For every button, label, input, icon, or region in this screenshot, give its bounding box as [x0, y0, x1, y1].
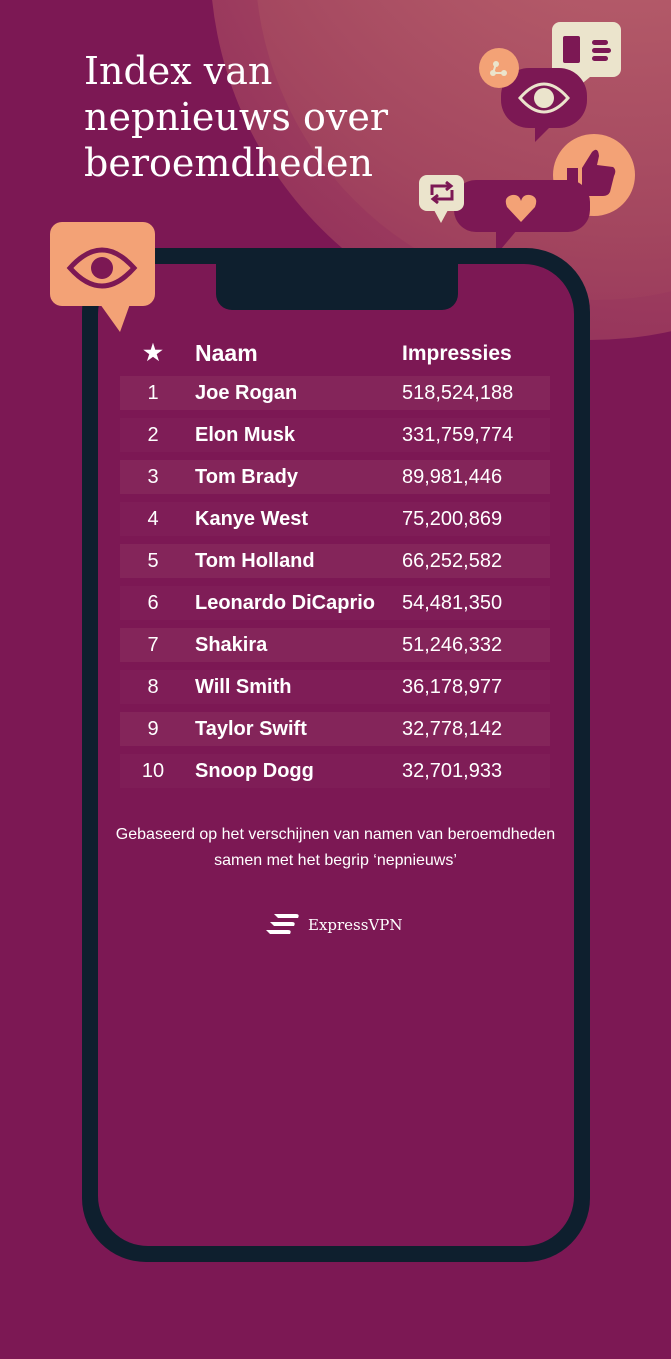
cell-name: Tom Holland — [195, 550, 315, 572]
cell-name: Joe Rogan — [195, 382, 298, 404]
cell-impressions: 32,701,933 — [402, 760, 503, 782]
table-row: 3 Tom Brady 89,981,446 — [120, 460, 550, 494]
cell-impressions: 32,778,142 — [402, 718, 503, 740]
cell-impressions: 331,759,774 — [402, 424, 514, 446]
cell-rank: 6 — [147, 592, 159, 614]
cell-rank: 1 — [147, 382, 159, 404]
cell-name: Leonardo DiCaprio — [195, 592, 376, 614]
heart-bubble-icon — [454, 180, 590, 255]
table-row: 7 Shakira 51,246,332 — [120, 628, 550, 662]
cell-name: Shakira — [195, 634, 268, 656]
cell-name: Snoop Dogg — [195, 760, 314, 782]
cell-name: Will Smith — [195, 676, 292, 698]
header-impressions: Impressies — [402, 342, 512, 365]
table-row: 5 Tom Holland 66,252,582 — [120, 544, 550, 578]
cell-rank: 3 — [147, 466, 159, 488]
repost-bubble-icon — [419, 175, 464, 223]
eye-bubble-icon — [501, 68, 587, 142]
cell-impressions: 518,524,188 — [402, 382, 514, 404]
cell-rank: 8 — [147, 676, 159, 698]
social-icons-cluster — [419, 22, 635, 255]
table-row: 9 Taylor Swift 32,778,142 — [120, 712, 550, 746]
brand-name: ExpressVPN — [308, 916, 403, 934]
star-icon: ★ — [143, 340, 163, 365]
share-icon — [479, 48, 519, 88]
cell-name: Kanye West — [195, 508, 309, 530]
phone-notch — [216, 248, 458, 310]
footnote: Gebaseerd op het verschijnen van namen v… — [115, 826, 556, 869]
table-row: 8 Will Smith 36,178,977 — [120, 670, 550, 704]
eye-bubble-icon — [50, 222, 155, 332]
header-name: Naam — [195, 340, 258, 366]
cell-impressions: 36,178,977 — [402, 676, 503, 698]
table-row: 2 Elon Musk 331,759,774 — [120, 418, 550, 452]
cell-impressions: 89,981,446 — [402, 466, 503, 488]
cell-rank: 4 — [147, 508, 159, 530]
cell-impressions: 75,200,869 — [402, 508, 503, 530]
cell-name: Elon Musk — [195, 424, 296, 446]
page-title: Index van nepnieuws over beroemdheden — [84, 49, 388, 185]
celebrity-table: ★ Naam Impressies 1 Joe Rogan 518,524,188 2… — [120, 336, 550, 796]
table-row: 10 Snoop Dogg 32,701,933 — [120, 754, 550, 788]
article-bubble-icon — [552, 22, 621, 92]
table-row: 4 Kanye West 75,200,869 — [120, 502, 550, 536]
cell-name: Taylor Swift — [195, 718, 307, 740]
cell-impressions: 54,481,350 — [402, 592, 503, 614]
cell-rank: 7 — [147, 634, 159, 656]
expressvpn-logo: ExpressVPN — [266, 912, 403, 938]
cell-rank: 9 — [147, 718, 159, 740]
table-row: 1 Joe Rogan 518,524,188 — [120, 376, 550, 410]
expressvpn-logo-icon — [266, 914, 299, 934]
cell-rank: 10 — [141, 760, 165, 782]
table-header: ★ Naam Impressies — [120, 336, 550, 376]
cell-impressions: 66,252,582 — [402, 550, 503, 572]
cell-rank: 5 — [147, 550, 159, 572]
cell-rank: 2 — [147, 424, 159, 446]
cell-impressions: 51,246,332 — [402, 634, 503, 656]
cell-name: Tom Brady — [195, 466, 298, 488]
table-row: 6 Leonardo DiCaprio 54,481,350 — [120, 586, 550, 620]
